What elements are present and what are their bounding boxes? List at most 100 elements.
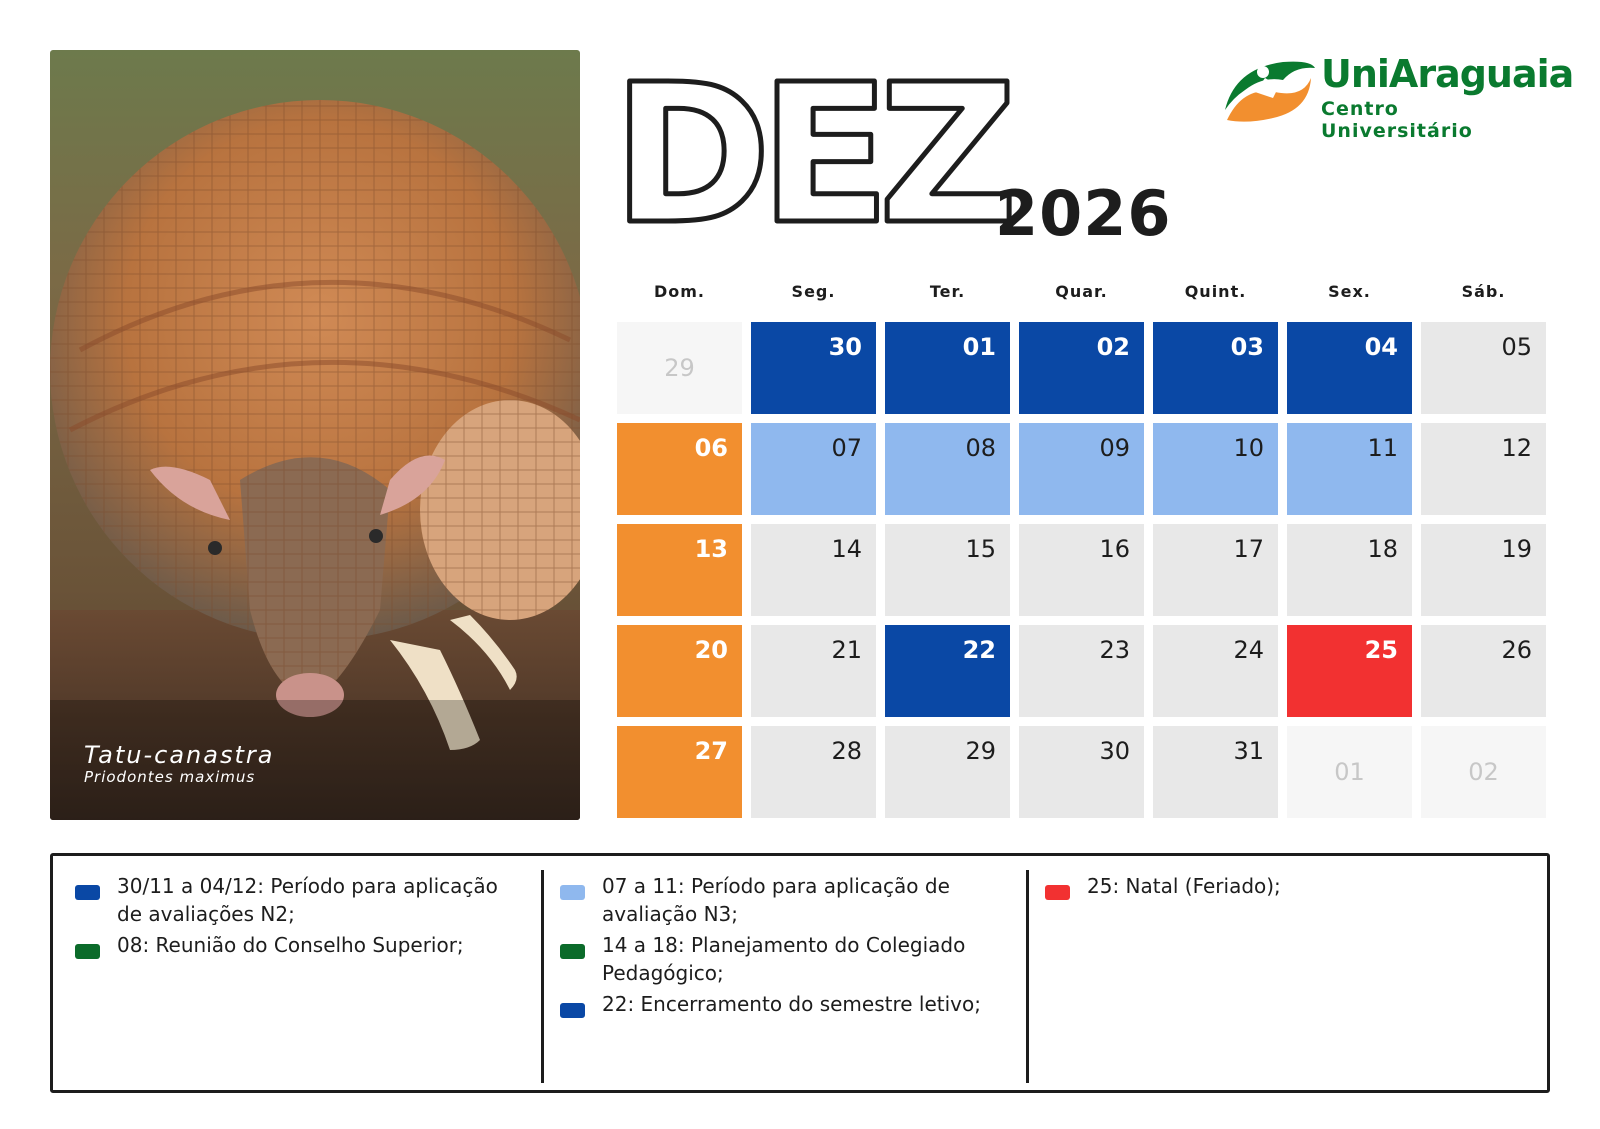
day-number: 28: [831, 737, 862, 765]
day-number: 29: [965, 737, 996, 765]
day-number: 24: [1233, 636, 1264, 664]
day-number: 18: [1367, 535, 1398, 563]
day-cell: 02: [1019, 322, 1144, 414]
day-cell: 19: [1421, 524, 1546, 616]
day-cell: 07: [751, 423, 876, 515]
day-cell: 01: [885, 322, 1010, 414]
day-number: 09: [1099, 434, 1130, 462]
day-number: 01: [1334, 758, 1365, 786]
day-number: 21: [831, 636, 862, 664]
day-number: 27: [694, 737, 728, 765]
day-number: 13: [694, 535, 728, 563]
day-number: 26: [1501, 636, 1532, 664]
day-number: 25: [1364, 636, 1398, 664]
day-number: 23: [1099, 636, 1130, 664]
day-number: 19: [1501, 535, 1532, 563]
day-cell: 28: [751, 726, 876, 818]
day-number: 08: [965, 434, 996, 462]
logo-subtitle: Centro Universitário: [1321, 98, 1473, 142]
legend-text: 08: Reunião do Conselho Superior;: [117, 933, 464, 957]
day-cell: 31: [1153, 726, 1278, 818]
day-number: 15: [965, 535, 996, 563]
month-label: DEZ: [618, 64, 1010, 234]
legend-item: 07 a 11: Período para aplicação de avali…: [560, 872, 1000, 928]
day-number: 20: [694, 636, 728, 664]
legend-text: 22: Encerramento do semestre letivo;: [602, 992, 981, 1016]
day-cell: 29: [885, 726, 1010, 818]
weekday-tuesday: Ter.: [929, 282, 966, 301]
weekday-monday: Seg.: [791, 282, 836, 301]
legend-text: 07 a 11: Período para aplicação de avali…: [602, 874, 950, 926]
day-cell: 08: [885, 423, 1010, 515]
day-cell: 12: [1421, 423, 1546, 515]
legend-item: 22: Encerramento do semestre letivo;: [560, 990, 1000, 1018]
legend-color-swatch: [75, 885, 100, 900]
legend-color-swatch: [560, 1003, 585, 1018]
day-number: 03: [1230, 333, 1264, 361]
day-cell: 29: [617, 322, 742, 414]
day-number: 30: [1099, 737, 1130, 765]
day-cell: 20: [617, 625, 742, 717]
day-number: 17: [1233, 535, 1264, 563]
day-number: 02: [1468, 758, 1499, 786]
legend-item: 08: Reunião do Conselho Superior;: [75, 931, 515, 959]
legend-item: 30/11 a 04/12: Período para aplicação de…: [75, 872, 515, 928]
day-number: 30: [828, 333, 862, 361]
day-cell: 21: [751, 625, 876, 717]
legend-column-2: 07 a 11: Período para aplicação de avali…: [560, 872, 1000, 1021]
day-cell: 30: [1019, 726, 1144, 818]
legend-item: 25: Natal (Feriado);: [1045, 872, 1485, 900]
day-number: 31: [1233, 737, 1264, 765]
day-cell: 16: [1019, 524, 1144, 616]
day-cell: 13: [617, 524, 742, 616]
legend-color-swatch: [1045, 885, 1070, 900]
weekday-thursday: Quint.: [1184, 282, 1247, 301]
day-number: 12: [1501, 434, 1532, 462]
month-title: DEZ: [610, 42, 1038, 270]
photo-caption: Tatu-canastra Priodontes maximus: [84, 742, 274, 786]
day-cell: 25: [1287, 625, 1412, 717]
day-cell: 01: [1287, 726, 1412, 818]
day-cell: 05: [1421, 322, 1546, 414]
weekday-sunday: Dom.: [653, 282, 706, 301]
day-cell: 18: [1287, 524, 1412, 616]
year-label: 2026: [995, 177, 1172, 250]
calendar-grid: 29 30 01 02 03 04 05 06 07 08 09 10 11 12 13 14 15 16 17 18…: [617, 322, 1546, 818]
day-number: 14: [831, 535, 862, 563]
legend-column-3: 25: Natal (Feriado);: [1045, 872, 1485, 903]
day-cell: 02: [1421, 726, 1546, 818]
weekday-header-row: Dom. Seg. Ter. Quar. Quint. Sex. Sáb.: [617, 282, 1549, 301]
day-number: 07: [831, 434, 862, 462]
day-cell: 03: [1153, 322, 1278, 414]
species-scientific-name: Priodontes maximus: [84, 768, 256, 786]
logo-name: UniAraguaia: [1321, 52, 1574, 96]
day-number: 11: [1367, 434, 1398, 462]
day-number: 22: [962, 636, 996, 664]
day-number: 02: [1096, 333, 1130, 361]
day-number: 04: [1364, 333, 1398, 361]
legend-color-swatch: [75, 944, 100, 959]
day-cell: 26: [1421, 625, 1546, 717]
day-cell: 30: [751, 322, 876, 414]
legend-divider: [1026, 870, 1029, 1083]
day-number: 16: [1099, 535, 1130, 563]
armadillo-illustration: [50, 100, 580, 820]
legend-column-1: 30/11 a 04/12: Período para aplicação de…: [75, 872, 515, 962]
day-number: 05: [1501, 333, 1532, 361]
day-cell: 22: [885, 625, 1010, 717]
day-cell: 24: [1153, 625, 1278, 717]
weekday-saturday: Sáb.: [1461, 282, 1506, 301]
legend-text: 30/11 a 04/12: Período para aplicação de…: [117, 874, 498, 926]
legend-color-swatch: [560, 885, 585, 900]
day-cell: 11: [1287, 423, 1412, 515]
uniaraguaia-logo: UniAraguaia Centro Universitário: [1223, 52, 1574, 142]
day-cell: 09: [1019, 423, 1144, 515]
legend-text: 25: Natal (Feriado);: [1087, 874, 1281, 898]
armadillo-photo: Tatu-canastra Priodontes maximus: [50, 50, 580, 820]
day-cell: 17: [1153, 524, 1278, 616]
species-common-name: Tatu-canastra: [84, 741, 275, 769]
legend-divider: [541, 870, 544, 1083]
day-cell: 14: [751, 524, 876, 616]
legend-box: 30/11 a 04/12: Período para aplicação de…: [50, 853, 1550, 1093]
day-number: 10: [1233, 434, 1264, 462]
